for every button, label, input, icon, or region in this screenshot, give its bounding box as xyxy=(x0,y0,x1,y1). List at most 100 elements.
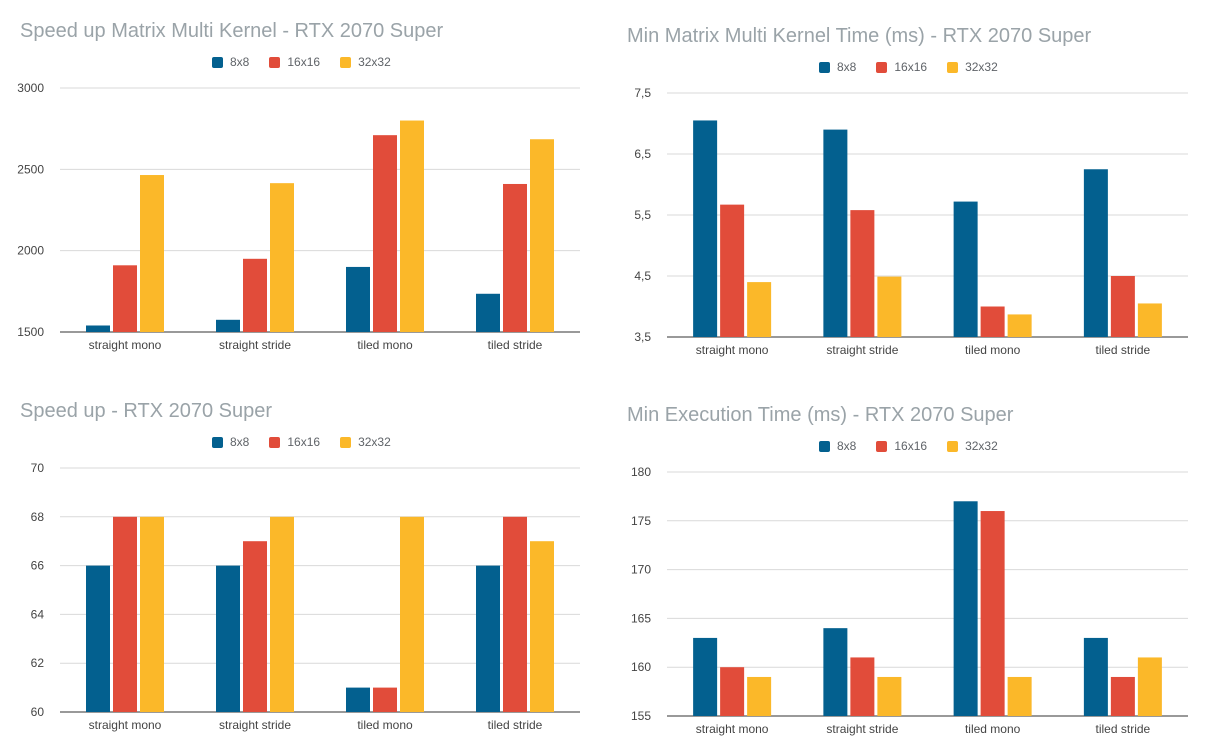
chart-plot: 1500 2000 2500 3000 straight mono straight st… xyxy=(17,81,580,352)
chart-title: Min Execution Time (ms) - RTX 2070 Super xyxy=(627,404,1014,426)
chart-plot: 3,5 4,5 5,5 6,5 7,5 straight mono straight str… xyxy=(634,86,1188,357)
chart-legend: 8x8 16x16 32x32 xyxy=(819,439,998,453)
legend-item-16x16: 16x16 xyxy=(876,439,927,453)
bar-16x16-straight-mono xyxy=(113,516,137,712)
x-tick-label: tiled mono xyxy=(357,338,413,352)
bar-16x16-straight-stride xyxy=(850,657,875,716)
legend-item-8x8: 8x8 xyxy=(819,60,856,74)
x-tick-label: tiled stride xyxy=(488,338,543,352)
y-tick-label: 170 xyxy=(631,563,651,577)
bar-16x16-tiled-mono xyxy=(980,511,1005,716)
legend-swatch xyxy=(947,440,959,452)
bar-16x16-tiled-mono xyxy=(980,306,1005,337)
x-tick-label: tiled mono xyxy=(357,718,413,732)
y-tick-label: 165 xyxy=(631,611,651,625)
bar-8x8-straight-stride xyxy=(823,129,848,337)
bar-16x16-tiled-stride xyxy=(1110,676,1135,716)
y-tick-label: 62 xyxy=(31,656,45,670)
bar-8x8-tiled-mono xyxy=(346,266,370,332)
legend-label: 16x16 xyxy=(894,60,928,74)
bar-32x32-straight-mono xyxy=(747,282,772,337)
bar-32x32-straight-stride xyxy=(270,183,294,332)
bar-16x16-straight-stride xyxy=(243,258,267,332)
chart-title: Speed up - RTX 2070 Super xyxy=(20,400,273,422)
bar-16x16-tiled-stride xyxy=(503,516,527,712)
legend-item-16x16: 16x16 xyxy=(876,60,927,74)
legend-item-32x32: 32x32 xyxy=(947,60,998,74)
y-tick-label: 66 xyxy=(31,559,45,573)
legend-item-8x8: 8x8 xyxy=(212,435,249,449)
legend-item-8x8: 8x8 xyxy=(212,55,249,69)
legend-label: 16x16 xyxy=(287,435,321,449)
legend-label: 16x16 xyxy=(287,55,321,69)
chart-plot: 155 160 165 170 175 180 straight mono straight … xyxy=(631,465,1188,736)
x-tick-label: tiled mono xyxy=(965,343,1021,357)
legend-item-32x32: 32x32 xyxy=(340,435,391,449)
bar-32x32-tiled-mono xyxy=(400,120,424,333)
legend-item-16x16: 16x16 xyxy=(269,55,320,69)
legend-label: 8x8 xyxy=(230,435,250,449)
x-tick-label: tiled stride xyxy=(1096,722,1151,736)
bar-8x8-straight-stride xyxy=(823,628,848,716)
bar-32x32-tiled-stride xyxy=(530,139,554,332)
bar-16x16-tiled-stride xyxy=(1110,276,1135,337)
x-tick-label: straight stride xyxy=(219,718,291,732)
bar-32x32-straight-stride xyxy=(270,516,294,712)
y-tick-label: 1500 xyxy=(17,325,44,339)
legend-swatch xyxy=(340,56,352,68)
bar-32x32-straight-mono xyxy=(747,676,772,716)
bar-8x8-tiled-stride xyxy=(1083,637,1108,716)
bar-32x32-straight-mono xyxy=(140,175,164,332)
bar-32x32-tiled-stride xyxy=(530,541,554,712)
legend-swatch xyxy=(947,61,959,73)
x-tick-label: straight stride xyxy=(219,338,291,352)
x-tick-label: straight mono xyxy=(89,718,162,732)
y-tick-label: 180 xyxy=(631,465,651,479)
chart-plot: 60 62 64 66 68 70 straight mono straight stride… xyxy=(31,461,580,732)
y-tick-label: 4,5 xyxy=(634,269,651,283)
bar-16x16-tiled-mono xyxy=(373,135,397,332)
bar-32x32-straight-mono xyxy=(140,516,164,712)
legend-swatch xyxy=(212,56,223,68)
bar-16x16-straight-mono xyxy=(113,265,137,332)
bar-8x8-straight-stride xyxy=(216,319,240,332)
y-tick-label: 6,5 xyxy=(634,147,651,161)
bar-32x32-straight-stride xyxy=(877,276,902,337)
bar-8x8-straight-mono xyxy=(693,120,718,337)
bar-16x16-straight-stride xyxy=(243,541,267,712)
legend-swatch xyxy=(819,61,830,73)
x-tick-label: straight stride xyxy=(826,343,898,357)
bar-8x8-tiled-mono xyxy=(953,201,978,337)
legend-swatch xyxy=(340,436,352,448)
legend-item-16x16: 16x16 xyxy=(269,435,320,449)
x-tick-label: straight mono xyxy=(696,343,769,357)
bar-16x16-straight-stride xyxy=(850,210,875,337)
y-tick-label: 7,5 xyxy=(634,86,651,100)
legend-swatch xyxy=(212,436,223,448)
y-tick-label: 175 xyxy=(631,514,651,528)
y-tick-label: 5,5 xyxy=(634,208,651,222)
legend-swatch xyxy=(819,440,830,452)
legend-item-32x32: 32x32 xyxy=(947,439,998,453)
bar-32x32-tiled-stride xyxy=(1137,303,1162,337)
bar-8x8-straight-mono xyxy=(86,325,110,332)
y-tick-label: 60 xyxy=(31,705,45,719)
legend-label: 16x16 xyxy=(894,439,928,453)
chart-legend: 8x8 16x16 32x32 xyxy=(212,55,391,69)
legend-label: 8x8 xyxy=(837,439,857,453)
bar-8x8-tiled-stride xyxy=(476,565,500,712)
y-tick-label: 160 xyxy=(631,660,651,674)
bar-16x16-tiled-stride xyxy=(503,183,527,332)
x-tick-label: straight mono xyxy=(89,338,162,352)
bar-32x32-tiled-stride xyxy=(1137,657,1162,716)
legend-item-32x32: 32x32 xyxy=(340,55,391,69)
bar-8x8-tiled-mono xyxy=(346,687,370,712)
legend-label: 32x32 xyxy=(358,55,391,69)
bar-8x8-tiled-stride xyxy=(1083,169,1108,337)
bar-32x32-tiled-mono xyxy=(1007,676,1032,716)
bar-8x8-tiled-stride xyxy=(476,293,500,332)
legend-label: 8x8 xyxy=(230,55,250,69)
legend-swatch xyxy=(876,61,888,73)
bar-16x16-tiled-mono xyxy=(373,687,397,712)
y-tick-label: 2500 xyxy=(17,162,44,176)
